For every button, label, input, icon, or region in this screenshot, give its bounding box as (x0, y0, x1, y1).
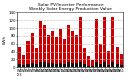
Bar (111, 62, 114, 67)
Bar (35, 64, 38, 67)
Bar (91, 60, 94, 67)
Bar (79, 62, 82, 67)
Bar (120, 65, 123, 67)
Bar (120, 54, 123, 67)
Bar (103, 17, 106, 67)
Bar (71, 31, 74, 67)
Bar (18, 64, 21, 67)
Bar (30, 63, 34, 67)
Bar (39, 62, 42, 67)
Bar (67, 25, 70, 67)
Bar (75, 35, 78, 67)
Bar (22, 55, 25, 67)
Bar (99, 44, 102, 67)
Bar (43, 25, 46, 67)
Bar (107, 65, 110, 67)
Bar (87, 56, 90, 67)
Bar (47, 63, 50, 67)
Bar (63, 64, 66, 67)
Y-axis label: kWh: kWh (3, 35, 7, 44)
Bar (35, 48, 38, 67)
Bar (55, 37, 58, 67)
Bar (83, 64, 86, 67)
Bar (43, 62, 46, 67)
Bar (115, 47, 119, 67)
Bar (26, 41, 30, 67)
Bar (99, 64, 102, 67)
Bar (111, 17, 114, 67)
Bar (59, 29, 62, 67)
Bar (39, 21, 42, 67)
Bar (103, 62, 106, 67)
Bar (91, 66, 94, 67)
Bar (22, 65, 25, 67)
Title: Solar PV/Inverter Performance
Weekly Solar Energy Production Value: Solar PV/Inverter Performance Weekly Sol… (29, 3, 112, 11)
Bar (115, 64, 119, 67)
Bar (30, 33, 34, 67)
Bar (26, 64, 30, 67)
Bar (79, 17, 82, 67)
Bar (67, 62, 70, 67)
Bar (59, 63, 62, 67)
Bar (51, 63, 54, 67)
Bar (83, 48, 86, 67)
Bar (95, 62, 98, 67)
Bar (95, 20, 98, 67)
Bar (71, 63, 74, 67)
Bar (51, 31, 54, 67)
Bar (75, 63, 78, 67)
Bar (87, 66, 90, 67)
Bar (47, 35, 50, 67)
Bar (55, 64, 58, 67)
Bar (107, 51, 110, 67)
Bar (63, 39, 66, 67)
Bar (18, 47, 21, 67)
